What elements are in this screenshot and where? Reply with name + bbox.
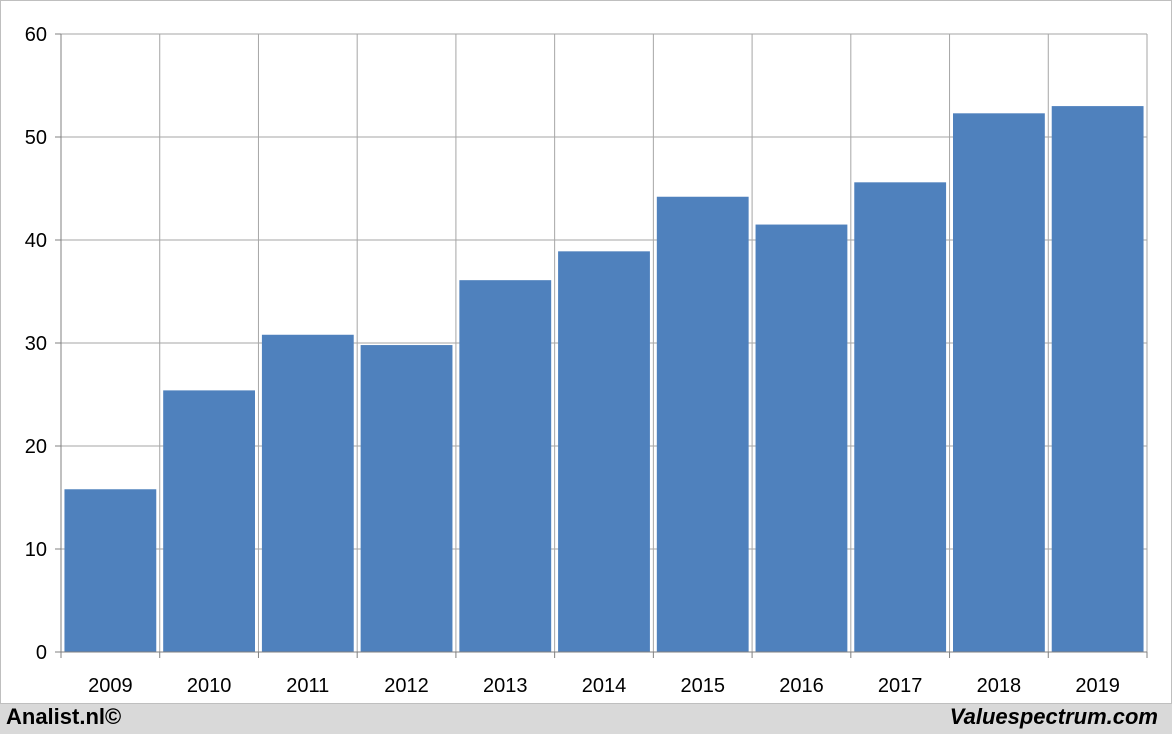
x-tick-label: 2009 bbox=[88, 675, 133, 697]
x-tick-label: 2010 bbox=[187, 675, 232, 697]
bar-2010 bbox=[163, 390, 255, 652]
label-layer: 0 10 20 30 40 50 60 2009 2010 2011 2012 2013 2014 201… bbox=[25, 24, 1120, 697]
bar-2013 bbox=[459, 280, 552, 652]
y-tick-label: 20 bbox=[25, 436, 47, 458]
x-tick-label: 2019 bbox=[1075, 675, 1120, 697]
y-tick-label: 10 bbox=[25, 539, 47, 561]
bar-layer bbox=[64, 106, 1144, 653]
x-tick-label: 2013 bbox=[483, 675, 528, 697]
x-tick-label: 2015 bbox=[680, 675, 725, 697]
footer-right-brand: Valuespectrum.com bbox=[949, 704, 1158, 729]
bar-2014 bbox=[558, 251, 650, 652]
bar-2012 bbox=[360, 345, 453, 652]
y-tick-label: 50 bbox=[25, 127, 47, 149]
y-tick-label: 30 bbox=[25, 333, 47, 355]
bar-2016 bbox=[755, 224, 848, 653]
bar-chart: 0 10 20 30 40 50 60 2009 2010 2011 2012 2013 2014 201… bbox=[25, 24, 1148, 697]
y-tick-label: 0 bbox=[36, 642, 47, 664]
x-tick-label: 2017 bbox=[878, 675, 923, 697]
y-tick-label: 40 bbox=[25, 230, 47, 252]
x-tick-label: 2012 bbox=[384, 675, 429, 697]
axis-layer bbox=[55, 33, 1148, 658]
x-tick-label: 2018 bbox=[977, 675, 1022, 697]
y-tick-label: 60 bbox=[25, 24, 47, 46]
bar-2015 bbox=[656, 196, 749, 653]
footer-left-brand: Analist.nl© bbox=[6, 704, 122, 729]
x-tick-label: 2014 bbox=[582, 675, 627, 697]
bar-2009 bbox=[64, 489, 157, 652]
x-tick-label: 2011 bbox=[286, 675, 329, 697]
bar-2017 bbox=[854, 182, 947, 652]
x-tick-label: 2016 bbox=[779, 675, 824, 697]
bar-2018 bbox=[953, 113, 1045, 652]
bar-2019 bbox=[1051, 106, 1144, 653]
bar-2011 bbox=[261, 334, 354, 652]
